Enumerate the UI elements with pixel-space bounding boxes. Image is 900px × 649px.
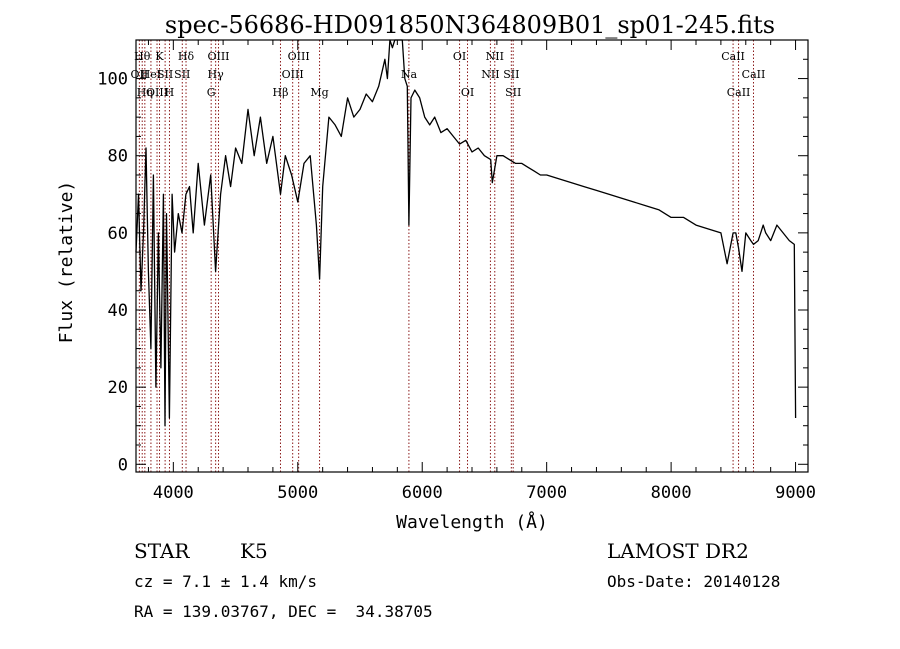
- line-label-13: Hβ: [273, 86, 289, 99]
- line-label-14: OIII: [282, 68, 304, 81]
- line-label-1: Hθ: [134, 50, 151, 63]
- line-label-18: OI: [453, 50, 466, 63]
- line-label-6: SII: [157, 68, 173, 81]
- footer-class-label: STAR: [134, 539, 190, 563]
- footer-cz: cz = 7.1 ± 1.4 km/s: [134, 572, 318, 591]
- line-label-22: SII: [503, 68, 519, 81]
- footer-radec: RA = 139.03767, DEC = 34.38705: [134, 602, 433, 621]
- line-label-4: OIII: [146, 86, 168, 99]
- plot-frame: [135, 39, 809, 473]
- chart-title: spec-56686-HD091850N364809B01_sp01-245.f…: [165, 11, 775, 39]
- line-label-11: Hγ: [208, 68, 225, 81]
- line-label-15: OIII: [288, 50, 310, 63]
- line-label-24: CaII: [721, 50, 745, 63]
- x-tick-label-5: 9000: [775, 483, 816, 503]
- line-label-3: HeI: [141, 68, 161, 81]
- line-label-8: SII: [174, 68, 190, 81]
- line-label-17: Na: [401, 68, 418, 81]
- line-label-12: OIII: [207, 50, 229, 63]
- line-label-2: Hη: [137, 86, 153, 99]
- x-tick-label-4: 8000: [651, 483, 692, 503]
- line-label-23: SII: [505, 86, 521, 99]
- y-tick-label-0: 0: [118, 455, 128, 475]
- x-tick-label-2: 6000: [402, 483, 443, 503]
- y-axis-label: Flux (relative): [56, 181, 77, 344]
- line-label-16: Mg: [310, 86, 328, 99]
- x-tick-label-0: 4000: [153, 483, 194, 503]
- x-tick-label-1: 5000: [277, 483, 318, 503]
- x-axis-label: Wavelength (Å): [396, 511, 548, 533]
- footer-subclass: K5: [240, 539, 268, 563]
- line-label-9: Hδ: [178, 50, 195, 63]
- line-label-10: G: [207, 86, 216, 99]
- line-label-0: OII: [131, 68, 149, 81]
- footer-survey: LAMOST DR2: [607, 539, 749, 563]
- line-label-7: H: [165, 86, 175, 99]
- line-label-21: NII: [486, 50, 504, 63]
- axis-layer: 4000 5000 6000 7000 8000 9000 0 20 40 60 80 100: [97, 40, 816, 503]
- line-label-26: CaII: [742, 68, 766, 81]
- line-label-19: OI: [461, 86, 474, 99]
- footer-obs-date: Obs-Date: 20140128: [607, 572, 781, 591]
- line-label-layer: OII Hθ Hη HeI OIII K SII H SII Hδ G Hγ OIII Hβ OIII OII…: [131, 50, 766, 99]
- y-tick-label-3: 60: [108, 224, 128, 244]
- y-tick-label-2: 40: [108, 301, 128, 321]
- line-marker-layer: [138, 40, 754, 472]
- x-tick-label-3: 7000: [526, 483, 567, 503]
- y-tick-label-1: 20: [108, 378, 128, 398]
- line-label-5: K: [155, 50, 164, 63]
- line-label-25: CaII: [727, 86, 751, 99]
- y-tick-label-4: 80: [108, 147, 128, 167]
- y-tick-label-5: 100: [97, 70, 128, 90]
- line-label-20: NII: [481, 68, 499, 81]
